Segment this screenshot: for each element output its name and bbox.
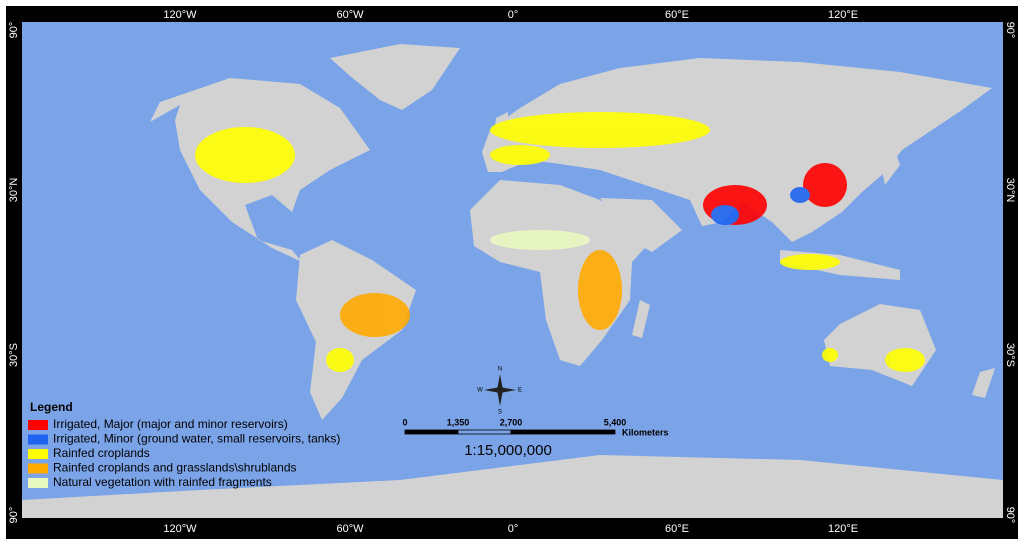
graticule-label: 0°: [508, 9, 519, 21]
legend-swatch: [28, 478, 48, 488]
graticule-label: 60°W: [336, 9, 364, 21]
compass-letter: W: [477, 388, 483, 394]
scale-bar-segment: [510, 429, 616, 435]
graticule-label: 30°N: [1004, 178, 1016, 203]
arabia: [600, 198, 682, 252]
graticule-label: 60°W: [336, 523, 364, 535]
graticule-label: 120°E: [828, 9, 858, 21]
crop-patch: [340, 293, 410, 337]
graticule-label: 90°: [1004, 22, 1016, 39]
legend-title: Legend: [30, 400, 73, 414]
graticule-label: 30°N: [8, 178, 20, 203]
japan: [880, 150, 900, 185]
greenland: [330, 44, 460, 110]
crop-patch: [578, 250, 622, 330]
legend-swatch: [28, 420, 48, 430]
scale-ratio: 1:15,000,000: [464, 442, 552, 459]
graticule-label: 120°W: [163, 9, 197, 21]
compass-rose: N S E W: [477, 367, 522, 416]
crop-patch: [711, 205, 739, 225]
crop-patch: [326, 348, 354, 372]
eurasia: [482, 58, 992, 242]
graticule-label: 120°E: [828, 523, 858, 535]
crop-patch: [490, 230, 590, 250]
graticule-label: 30°S: [8, 343, 20, 367]
scale-bar-label: 1,350: [447, 417, 470, 427]
graticule-label: 30°S: [1004, 343, 1016, 367]
legend-swatch: [28, 449, 48, 459]
crop-patch: [822, 348, 838, 362]
legend-label: Rainfed croplands: [53, 446, 150, 460]
graticule-label: 60°E: [665, 9, 689, 21]
graticule-label: 90°: [8, 507, 20, 524]
graticule-label: 60°E: [665, 523, 689, 535]
graticule-label: 120°W: [163, 523, 197, 535]
legend-swatch: [28, 463, 48, 474]
legend-swatch: [28, 434, 48, 445]
crop-patch: [790, 187, 810, 203]
crop-patch: [490, 145, 550, 165]
legend-label: Irrigated, Minor (ground water, small re…: [53, 432, 340, 446]
legend-label: Irrigated, Major (major and minor reserv…: [53, 417, 288, 431]
legend-label: Rainfed croplands and grasslands\shrubla…: [53, 461, 297, 475]
crop-patch: [803, 163, 847, 207]
crop-patch: [195, 127, 295, 183]
compass-letter: N: [498, 367, 502, 373]
scale-bar-label: 0: [402, 417, 407, 427]
graticule-label: 90°: [1004, 507, 1016, 524]
scale-bar-segment: [457, 429, 512, 435]
scale-bar-segment: [404, 429, 459, 435]
crop-patch: [490, 112, 710, 148]
graticule-label: 0°: [508, 523, 519, 535]
antarctica: [22, 455, 1003, 518]
cropland-patches: [195, 112, 925, 372]
legend-label: Natural vegetation with rainfed fragment…: [53, 475, 272, 489]
scale-bar-label: 2,700: [500, 417, 523, 427]
scale-bar-unit: Kilometers: [622, 427, 669, 437]
crop-patch: [780, 254, 840, 270]
new-zealand: [972, 368, 995, 398]
graticule-label: 90°: [8, 22, 20, 39]
scale-bar-label: 5,400: [604, 417, 627, 427]
compass-letter: E: [518, 388, 522, 394]
madagascar: [632, 300, 650, 338]
crop-patch: [885, 348, 925, 372]
compass-letter: S: [498, 410, 502, 416]
